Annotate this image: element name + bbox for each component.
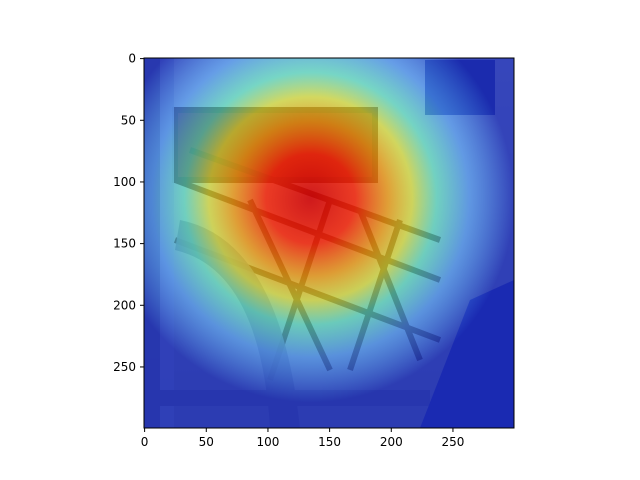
y-tick-label: 150 <box>113 237 136 251</box>
x-tick-label: 250 <box>441 435 464 449</box>
heatmap-image <box>144 58 514 428</box>
y-tick-label: 50 <box>121 113 136 127</box>
y-axis-ticks: 0 50 100 150 200 250 <box>113 52 144 374</box>
x-tick-label: 150 <box>318 435 341 449</box>
x-axis-ticks: 0 50 100 150 200 250 <box>141 428 464 449</box>
y-tick-label: 100 <box>113 175 136 189</box>
y-tick-label: 0 <box>128 52 136 66</box>
x-tick-label: 100 <box>256 435 279 449</box>
y-tick-label: 200 <box>113 298 136 312</box>
y-tick-label: 250 <box>113 360 136 374</box>
x-tick-label: 200 <box>380 435 403 449</box>
x-tick-label: 50 <box>199 435 214 449</box>
x-tick-label: 0 <box>141 435 149 449</box>
axes-frame <box>143 57 515 429</box>
